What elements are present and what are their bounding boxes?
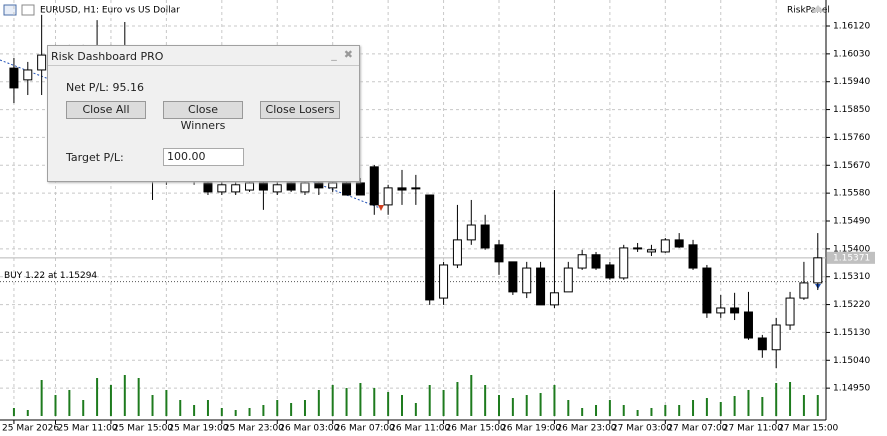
candle-body xyxy=(286,182,296,191)
chart-icon xyxy=(3,4,17,16)
y-tick-label: 1.15310 xyxy=(833,272,870,282)
y-tick-label: 1.15760 xyxy=(833,133,870,143)
x-tick-label: 25 Mar 23:00 xyxy=(224,424,284,434)
candle-body xyxy=(674,239,684,248)
candle-body xyxy=(591,254,601,269)
x-tick-label: 25 Mar 15:00 xyxy=(113,424,173,434)
net-pl: Net P/L: 95.16 xyxy=(66,81,144,94)
candle-body xyxy=(397,187,407,191)
current-price-label: 1.15371 xyxy=(833,253,870,263)
candle-body xyxy=(536,267,546,306)
candle-body xyxy=(660,239,670,253)
candle-body xyxy=(813,257,823,284)
x-tick-label: 26 Mar 11:00 xyxy=(390,424,450,434)
candle-body xyxy=(272,184,282,193)
close-losers-button[interactable]: Close Losers xyxy=(260,101,340,119)
order-label: BUY 1.22 at 1.15294 xyxy=(4,271,97,281)
symbol-title: EURUSD, H1: Euro vs US Dollar xyxy=(40,6,180,16)
candle-body xyxy=(383,187,393,206)
candle-body xyxy=(355,182,365,196)
candle-body xyxy=(549,292,559,306)
candle-body xyxy=(785,297,795,326)
y-tick-label: 1.15220 xyxy=(833,300,870,310)
x-tick-label: 27 Mar 11:00 xyxy=(723,424,783,434)
target-input[interactable]: 100.00 xyxy=(163,148,244,166)
candle-body xyxy=(743,311,753,339)
candle-body xyxy=(314,182,324,189)
y-tick-label: 1.15040 xyxy=(833,356,870,366)
candle-body xyxy=(245,182,255,191)
candle-body xyxy=(9,67,19,89)
target-label: Target P/L: xyxy=(66,151,124,164)
x-tick-label: 26 Mar 07:00 xyxy=(335,424,395,434)
y-tick-label: 1.14950 xyxy=(833,384,870,394)
candle-body xyxy=(633,247,643,250)
close-winners-button[interactable]: Close Winners xyxy=(163,101,243,132)
candle-body xyxy=(646,249,656,253)
risk-panel: Risk Dashboard PRO _ ✖ Net P/L: 95.16 Cl… xyxy=(47,45,360,182)
candle-body xyxy=(369,166,379,206)
candle-body xyxy=(231,184,241,193)
candle-body xyxy=(23,69,33,81)
indicator-name: RiskPanel xyxy=(787,6,830,16)
x-tick-label: 27 Mar 03:00 xyxy=(612,424,672,434)
chart-icon xyxy=(21,4,35,16)
panel-controls[interactable]: _ ✖ xyxy=(331,48,353,61)
y-tick-label: 1.16120 xyxy=(833,22,870,32)
panel-title: Risk Dashboard PRO xyxy=(51,50,164,63)
x-tick-label: 26 Mar 23:00 xyxy=(556,424,616,434)
y-tick-label: 1.15670 xyxy=(833,161,870,171)
candle-body xyxy=(577,254,587,269)
candle-body xyxy=(494,244,504,263)
candle-body xyxy=(508,261,518,293)
panel-divider xyxy=(48,65,359,66)
y-tick-label: 1.15490 xyxy=(833,217,870,227)
indicator-icon xyxy=(812,5,824,12)
candle-body xyxy=(480,224,490,249)
candle-body xyxy=(203,182,213,193)
candle-body xyxy=(716,307,726,314)
y-tick-label: 1.16030 xyxy=(833,49,870,59)
x-tick-label: 27 Mar 15:00 xyxy=(778,424,838,434)
candle-body xyxy=(342,182,352,196)
x-tick-label: 27 Mar 07:00 xyxy=(667,424,727,434)
candle-body xyxy=(217,184,227,193)
y-tick-label: 1.15400 xyxy=(833,244,870,254)
candle-body xyxy=(411,187,421,190)
candle-body xyxy=(799,282,809,299)
x-tick-label: 25 Mar 19:00 xyxy=(168,424,228,434)
candle-body xyxy=(605,264,615,279)
current-price-box xyxy=(827,251,875,264)
candle-body xyxy=(425,194,435,301)
candle-body xyxy=(466,224,476,241)
x-tick-label: 26 Mar 15:00 xyxy=(446,424,506,434)
x-tick-label: 26 Mar 19:00 xyxy=(501,424,561,434)
candle-body xyxy=(563,267,573,293)
y-tick-label: 1.15580 xyxy=(833,189,870,199)
candle-body xyxy=(300,182,310,193)
candle-body xyxy=(730,307,740,314)
trade-marker xyxy=(378,205,384,211)
candle-body xyxy=(439,264,449,299)
candle-body xyxy=(702,267,712,314)
x-tick-label: 25 Mar 2026 xyxy=(2,424,59,434)
y-tick-label: 1.15850 xyxy=(833,105,870,115)
x-tick-label: 26 Mar 03:00 xyxy=(279,424,339,434)
candle-body xyxy=(37,54,47,71)
close-all-button[interactable]: Close All xyxy=(66,101,146,119)
x-tick-label: 25 Mar 11:00 xyxy=(58,424,118,434)
candle-body xyxy=(522,267,532,294)
candle-body xyxy=(619,247,629,279)
candle-body xyxy=(328,182,338,189)
candle-body xyxy=(452,239,462,266)
y-tick-label: 1.15940 xyxy=(833,77,870,87)
y-tick-label: 1.15130 xyxy=(833,328,870,338)
candle-body xyxy=(258,182,268,191)
candle-body xyxy=(771,324,781,351)
candle-body xyxy=(757,337,767,351)
candle-body xyxy=(688,244,698,269)
